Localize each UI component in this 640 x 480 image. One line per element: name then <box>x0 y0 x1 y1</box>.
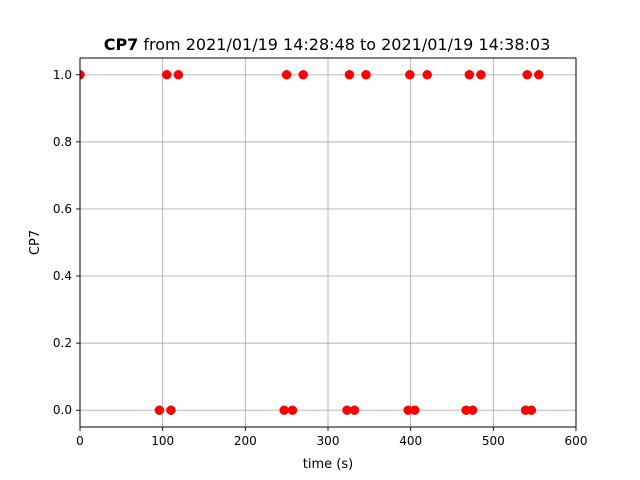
y-tick-label: 0.2 <box>53 336 72 350</box>
data-point <box>162 70 172 80</box>
data-point <box>349 405 360 415</box>
y-tick-label: 0.4 <box>53 269 72 283</box>
y-tick-label: 0.6 <box>53 202 72 216</box>
chart-title: CP7 from 2021/01/19 14:28:48 to 2021/01/… <box>104 35 551 54</box>
data-point <box>534 70 544 80</box>
data-markers <box>80 70 544 415</box>
y-tick-label: 0.8 <box>53 135 72 149</box>
data-point <box>166 405 176 415</box>
y-tick-label: 1.0 <box>53 68 72 82</box>
chart-title-bold: CP7 <box>104 35 139 54</box>
data-point <box>526 405 537 415</box>
grid-lines <box>79 58 577 427</box>
x-tick-label: 300 <box>317 434 340 448</box>
data-point <box>281 70 292 80</box>
data-point <box>522 70 532 80</box>
data-point <box>344 70 355 80</box>
data-point <box>173 70 184 80</box>
x-tick-label: 200 <box>234 434 257 448</box>
data-point <box>476 70 486 80</box>
y-axis-label: CP7 <box>28 230 43 255</box>
data-point <box>422 70 432 80</box>
data-point <box>279 405 289 415</box>
x-tick-label: 400 <box>399 434 422 448</box>
data-point <box>405 70 415 80</box>
data-point <box>464 70 475 80</box>
data-point <box>80 70 85 80</box>
x-tick-label: 500 <box>482 434 505 448</box>
data-point <box>467 405 478 415</box>
chart-title-rest: from 2021/01/19 14:28:48 to 2021/01/19 1… <box>138 35 550 54</box>
x-tick-label: 600 <box>565 434 588 448</box>
data-point <box>361 70 371 80</box>
x-tick-label: 0 <box>76 434 84 448</box>
data-point <box>287 405 298 415</box>
data-point <box>154 405 165 415</box>
axis-ticks: 0 100 200 300 400 500 600 0.0 0.2 0.4 0.6 0.8 1.0 <box>53 68 588 448</box>
data-point <box>298 70 308 80</box>
data-point <box>410 405 420 415</box>
y-tick-label: 0.0 <box>53 403 72 417</box>
x-tick-label: 100 <box>151 434 174 448</box>
x-axis-label: time (s) <box>303 457 353 472</box>
